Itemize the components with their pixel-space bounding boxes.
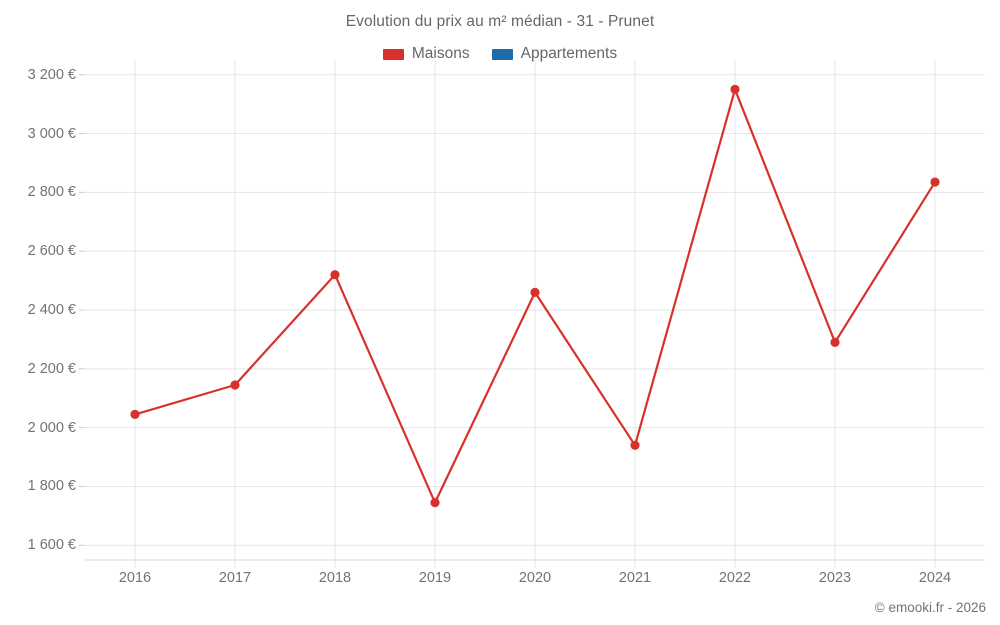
y-tick-label: 3 200 €: [27, 66, 76, 83]
y-tick-label: 2 000 €: [27, 419, 76, 436]
chart-gridlines: [79, 74, 985, 561]
footer-credit: © emooki.fr - 2026: [874, 600, 986, 615]
y-tick-label: 1 800 €: [27, 478, 76, 495]
x-tick-label: 2021: [618, 570, 652, 586]
x-tick-label: 2024: [918, 570, 952, 586]
x-tick-label: 2020: [518, 570, 552, 586]
y-tick-label: 1 600 €: [27, 537, 76, 554]
x-tick-label: 2022: [718, 570, 752, 586]
series-point-maisons[interactable]: [530, 287, 540, 297]
legend-label-maisons: Maisons: [411, 45, 470, 62]
legend-item-appartements[interactable]: Appartements: [491, 45, 618, 63]
legend-swatch-appartements: [491, 48, 513, 60]
x-tick-label: 2019: [418, 570, 452, 586]
series-point-maisons[interactable]: [130, 409, 140, 420]
chart-y-axis-labels: 1 600 € 1 800 € 2 000 € 2 200 € 2 400 € 2 600…: [0, 60, 76, 560]
series-point-maisons[interactable]: [430, 498, 440, 508]
series-point-maisons[interactable]: [730, 84, 740, 95]
y-tick-label: 2 200 €: [27, 360, 76, 377]
legend-swatch-maisons: [382, 48, 404, 60]
legend-item-maisons[interactable]: Maisons: [382, 45, 470, 63]
x-tick-label: 2018: [318, 570, 352, 586]
x-tick-label: 2016: [118, 570, 152, 586]
chart-x-tickmarks: [134, 60, 936, 568]
chart-x-axis-labels: 2016 2017 2018 2019 2020 2021 2022 2023 2024: [85, 562, 985, 592]
y-tick-label: 2 600 €: [27, 243, 76, 260]
y-tick-label: 3 000 €: [27, 125, 76, 142]
y-tick-label: 2 400 €: [27, 302, 76, 318]
series-point-maisons[interactable]: [830, 337, 840, 347]
y-tick-label: 2 800 €: [27, 184, 76, 201]
chart-series-points: [130, 84, 940, 508]
series-point-maisons[interactable]: [930, 177, 940, 187]
legend-label-appartements: Appartements: [520, 45, 618, 62]
series-point-maisons[interactable]: [630, 440, 640, 450]
series-point-maisons[interactable]: [330, 270, 340, 280]
chart-title: Evolution du prix au m² médian - 31 - Pr…: [345, 13, 655, 30]
chart-legend: Maisons Appartements: [0, 45, 1000, 63]
x-tick-label: 2017: [218, 570, 252, 586]
series-point-maisons[interactable]: [230, 380, 240, 390]
x-tick-label: 2023: [818, 570, 852, 586]
